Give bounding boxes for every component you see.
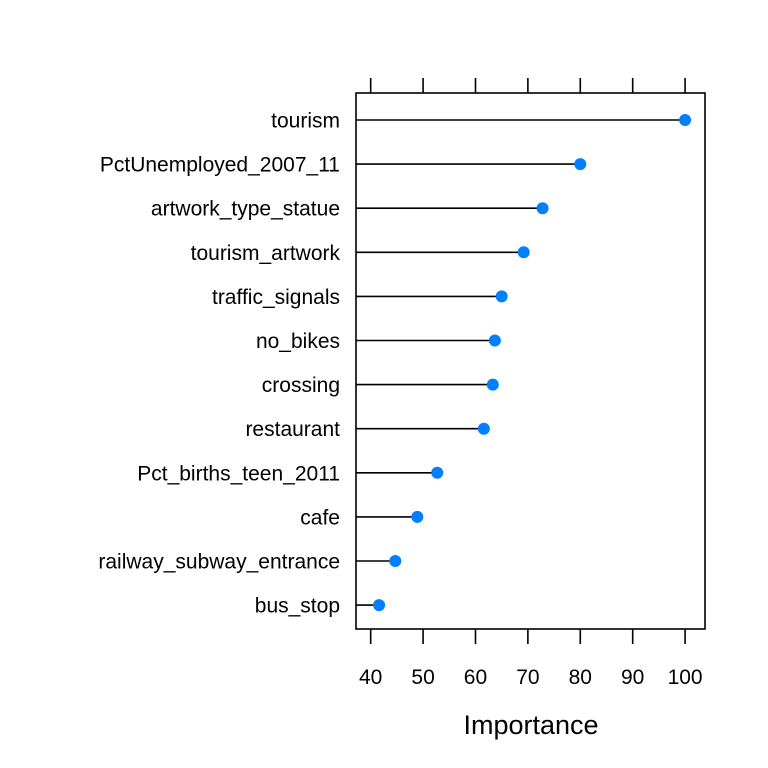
category-label-tourism_artwork: tourism_artwork xyxy=(191,242,341,265)
category-label-traffic_signals: traffic_signals xyxy=(212,286,340,309)
point-restaurant xyxy=(477,422,490,435)
x-tick-labels: 40 50 60 70 80 90 100 xyxy=(359,666,703,689)
point-PctUnemployed_2007_11 xyxy=(574,158,587,171)
x-axis-title: Importance xyxy=(463,710,598,740)
category-label-tourism: tourism xyxy=(271,110,340,133)
top-tick-marks xyxy=(369,78,686,93)
x-tick-label-40: 40 xyxy=(359,666,382,689)
category-label-crossing: crossing xyxy=(262,374,340,397)
point-artwork_type_statue xyxy=(536,202,549,215)
category-label-bus_stop: bus_stop xyxy=(255,595,340,618)
x-tick-label-60: 60 xyxy=(464,666,487,689)
bottom-tick-marks xyxy=(369,629,686,644)
point-cafe xyxy=(411,510,424,523)
point-bus_stop xyxy=(373,599,386,612)
point-tourism_artwork xyxy=(517,246,530,259)
point-Pct_births_teen_2011 xyxy=(431,466,444,479)
category-label-no_bikes: no_bikes xyxy=(256,330,340,353)
x-tick-label-100: 100 xyxy=(668,666,703,689)
plot-frame xyxy=(355,92,706,630)
x-tick-label-80: 80 xyxy=(569,666,592,689)
point-railway_subway_entrance xyxy=(389,555,402,567)
x-tick-label-50: 50 xyxy=(411,666,434,689)
category-label-railway_subway_entrance: railway_subway_entrance xyxy=(98,551,340,574)
category-label-Pct_births_teen_2011: Pct_births_teen_2011 xyxy=(137,462,340,485)
category-label-restaurant: restaurant xyxy=(245,418,340,441)
x-tick-label-70: 70 xyxy=(516,666,539,689)
x-tick-label-90: 90 xyxy=(621,666,644,689)
category-label-PctUnemployed_2007_11: PctUnemployed_2007_11 xyxy=(100,154,340,177)
point-no_bikes xyxy=(488,334,501,347)
point-tourism xyxy=(679,114,692,126)
category-label-artwork_type_statue: artwork_type_statue xyxy=(151,198,340,221)
value-points xyxy=(373,114,692,612)
point-traffic_signals xyxy=(495,290,508,303)
point-crossing xyxy=(486,378,499,391)
value-segments xyxy=(356,119,686,606)
category-labels: tourism PctUnemployed_2007_11 artwork_type… xyxy=(98,110,340,618)
category-label-cafe: cafe xyxy=(300,506,340,529)
